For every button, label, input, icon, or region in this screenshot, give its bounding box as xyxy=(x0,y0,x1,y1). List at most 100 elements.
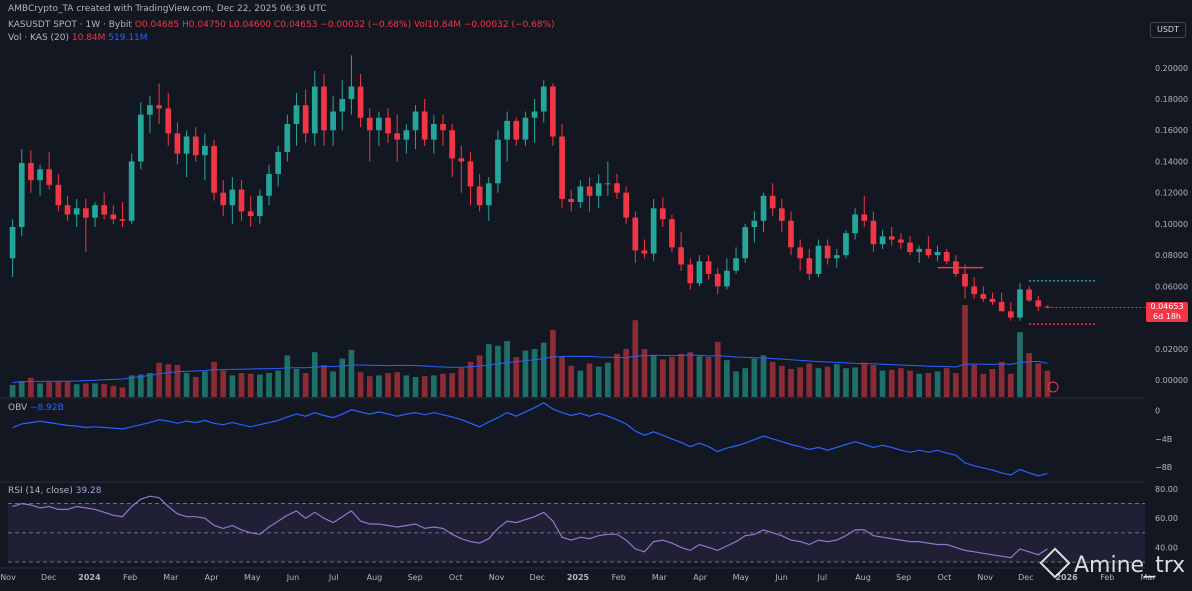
volume-bar xyxy=(376,375,382,397)
candle-body xyxy=(1026,289,1032,301)
volume-bar xyxy=(293,369,300,397)
candle-body xyxy=(724,270,730,287)
volume-bar xyxy=(769,361,776,397)
obv-value: −8.92B xyxy=(30,403,64,413)
candle-body xyxy=(192,136,199,156)
volume-bar xyxy=(888,369,895,397)
volume-bar xyxy=(220,370,227,397)
volume-bar xyxy=(806,363,813,397)
candle-body xyxy=(83,208,89,218)
rsi-legend: RSI (14, close) 39.28 xyxy=(8,486,102,496)
time-tick-label: Mar xyxy=(652,573,668,582)
candle-body xyxy=(1007,311,1014,318)
candle-body xyxy=(101,205,107,215)
volume-bar xyxy=(247,373,254,397)
symbol-name[interactable]: KASUSDT SPOT · 1W · Bybit xyxy=(8,20,132,30)
candle-body xyxy=(64,205,71,215)
volume-bar xyxy=(458,368,465,397)
attribution-text: AMBCrypto_TA created with TradingView.co… xyxy=(8,4,327,14)
volume-bar xyxy=(962,305,968,397)
candle-body xyxy=(9,227,16,259)
candle-body xyxy=(614,183,620,193)
volume-bar xyxy=(330,371,336,397)
binance-logo-icon xyxy=(1039,547,1071,579)
candle-body xyxy=(330,111,336,131)
time-tick-label: Jul xyxy=(816,573,827,582)
candle-body xyxy=(687,264,694,284)
volume-bar xyxy=(403,375,410,397)
candle-body xyxy=(833,255,840,259)
time-tick-label: Oct xyxy=(449,573,463,582)
candle-body xyxy=(595,183,602,196)
obv-tick-label: −8B xyxy=(1155,463,1172,472)
candle-body xyxy=(678,247,684,265)
obv-line xyxy=(12,401,1048,477)
time-tick-label: Aug xyxy=(367,573,383,582)
rsi-value: 39.28 xyxy=(75,486,102,496)
volume-bar xyxy=(183,373,190,397)
volume-bar xyxy=(37,383,43,397)
candle-body xyxy=(73,208,80,215)
volume-bar xyxy=(449,373,455,397)
volume-bar xyxy=(815,368,822,397)
candle-body xyxy=(431,124,437,140)
rsi-indicator-label[interactable]: RSI (14, close) xyxy=(8,486,73,496)
candle-body xyxy=(513,120,520,140)
volume-bar xyxy=(467,361,474,397)
candle-body xyxy=(339,99,346,112)
volume-bar xyxy=(394,372,401,397)
chart-axes: 0.20000 0.18000 0.16000 0.14000 0.12000 0.100… xyxy=(0,64,1188,582)
price-tick-label: 0.12000 xyxy=(1155,189,1188,198)
candle-body xyxy=(147,105,153,115)
candle-body xyxy=(238,189,245,212)
volume-bar xyxy=(257,374,263,397)
currency-unit-button[interactable]: USDT xyxy=(1150,22,1186,38)
time-tick-label: Feb xyxy=(123,573,137,582)
volume-bar xyxy=(275,370,281,397)
candle-body xyxy=(531,111,538,118)
symbol-legend: KASUSDT SPOT · 1W · Bybit O0.04685 H0.04… xyxy=(8,20,555,30)
volume-bar xyxy=(284,355,291,397)
candle-body xyxy=(137,114,144,162)
candle-body xyxy=(257,195,263,217)
volume-legend: Vol · KAS (20) 10.84M 519.11M xyxy=(8,33,148,43)
volume-bar xyxy=(137,374,144,397)
candle-body xyxy=(311,86,318,134)
volume-bar xyxy=(632,320,639,397)
obv-indicator-label[interactable]: OBV xyxy=(8,403,28,413)
chart-annotations xyxy=(937,266,1145,325)
candle-body xyxy=(623,192,629,218)
time-tick-label: Sep xyxy=(896,573,911,582)
candle-body xyxy=(412,111,419,131)
volume-bar xyxy=(879,370,886,397)
candle-body xyxy=(376,117,382,131)
candle-body xyxy=(229,189,236,206)
price-tick-label: 0.06000 xyxy=(1155,282,1188,291)
candle-body xyxy=(202,145,208,156)
candle-body xyxy=(714,273,721,287)
volume-indicator-label[interactable]: Vol · KAS (20) xyxy=(8,33,69,43)
time-tick-label: Nov xyxy=(489,573,505,582)
volume-bar xyxy=(779,365,785,397)
volume-bar xyxy=(522,350,529,397)
volume-bar xyxy=(302,373,309,397)
candle-body xyxy=(357,86,364,118)
volume-bar xyxy=(898,368,904,397)
time-tick-label: Jun xyxy=(774,573,788,582)
volume-ma-line xyxy=(12,354,1048,384)
last-price-tag: 0.04653 6d 18h xyxy=(1146,302,1188,322)
volume-bar xyxy=(1007,373,1014,397)
volume-bar xyxy=(1017,332,1023,397)
last-price-value: 0.04653 xyxy=(1150,302,1184,311)
candle-body xyxy=(440,124,446,131)
candle-body xyxy=(46,169,53,185)
candle-body xyxy=(1017,289,1023,318)
volume-bar xyxy=(92,383,98,397)
time-tick-label: Apr xyxy=(693,573,708,582)
candle-body xyxy=(760,195,767,221)
volume-bar xyxy=(870,365,877,397)
volume-bar xyxy=(55,381,62,397)
volume-bar xyxy=(202,371,208,397)
candle-body xyxy=(476,186,483,206)
